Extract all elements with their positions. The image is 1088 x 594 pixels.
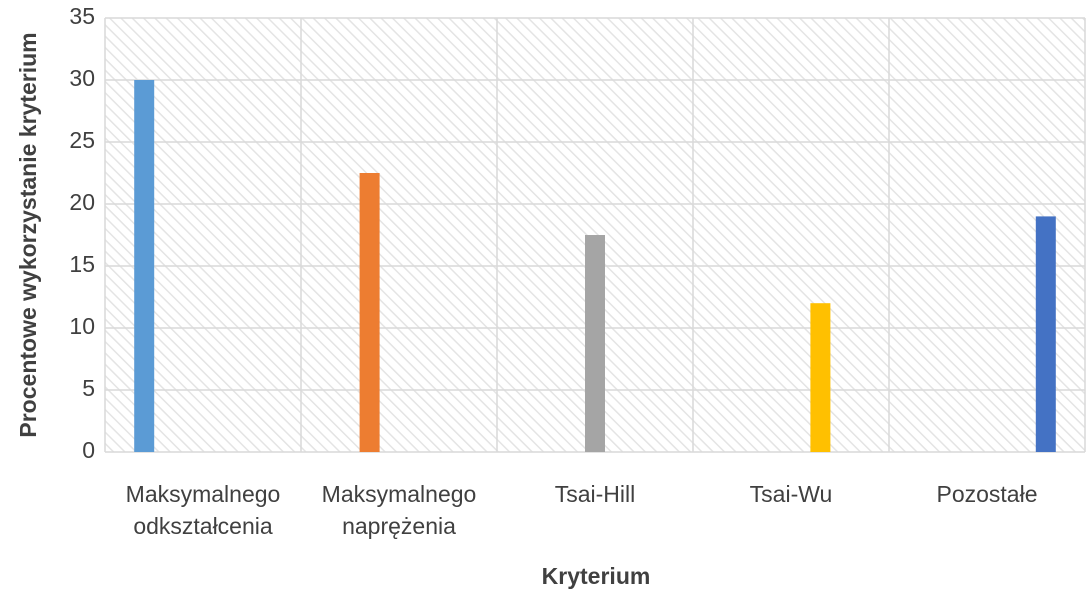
y-tick-label: 30 bbox=[69, 65, 95, 91]
x-tick-label: Maksymalnego odkształcenia bbox=[125, 481, 281, 539]
bar bbox=[359, 173, 380, 452]
y-tick-label: 25 bbox=[69, 127, 95, 153]
x-tick-label: Maksymalnego naprężenia bbox=[321, 481, 477, 539]
y-tick-label: 35 bbox=[69, 3, 95, 29]
y-tick-label: 0 bbox=[82, 437, 95, 463]
bar bbox=[585, 235, 605, 452]
y-axis-title: Procentowe wykorzystanie kryterium bbox=[15, 32, 41, 437]
y-tick-label: 5 bbox=[82, 375, 95, 401]
bar bbox=[134, 80, 155, 452]
y-tick-label: 20 bbox=[69, 189, 95, 215]
y-tick-label: 10 bbox=[69, 313, 95, 339]
x-tick-label: Tsai-Wu bbox=[749, 481, 833, 507]
x-tick-label: Pozostałe bbox=[936, 481, 1038, 507]
bar bbox=[1035, 216, 1056, 452]
y-tick-label: 15 bbox=[69, 251, 95, 277]
x-tick-label: Tsai-Hill bbox=[554, 481, 636, 507]
x-axis-title: Kryterium bbox=[542, 563, 651, 589]
bar bbox=[810, 303, 831, 452]
